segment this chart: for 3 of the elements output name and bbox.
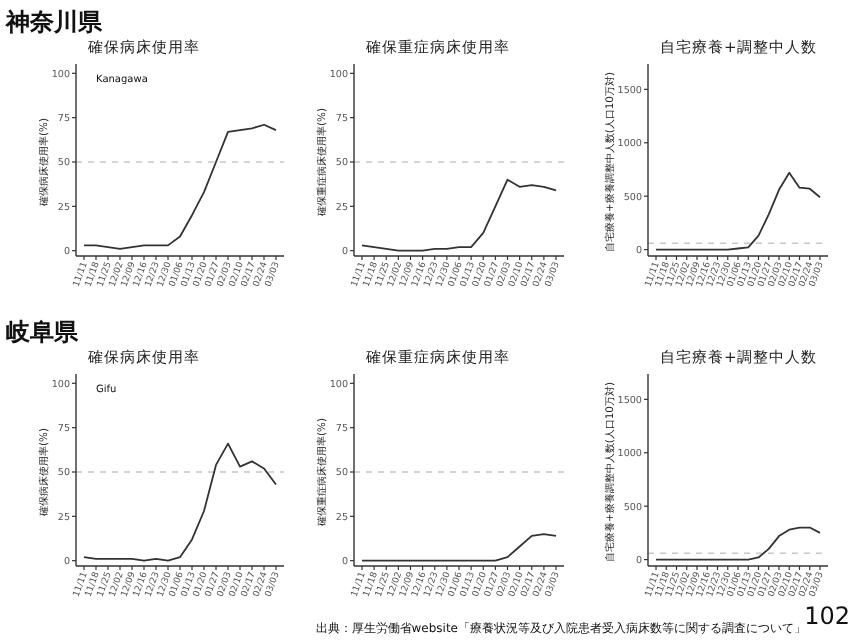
text: 神奈川県	[4, 8, 104, 36]
text: 岐阜県	[6, 318, 80, 346]
text: 102	[804, 602, 850, 630]
